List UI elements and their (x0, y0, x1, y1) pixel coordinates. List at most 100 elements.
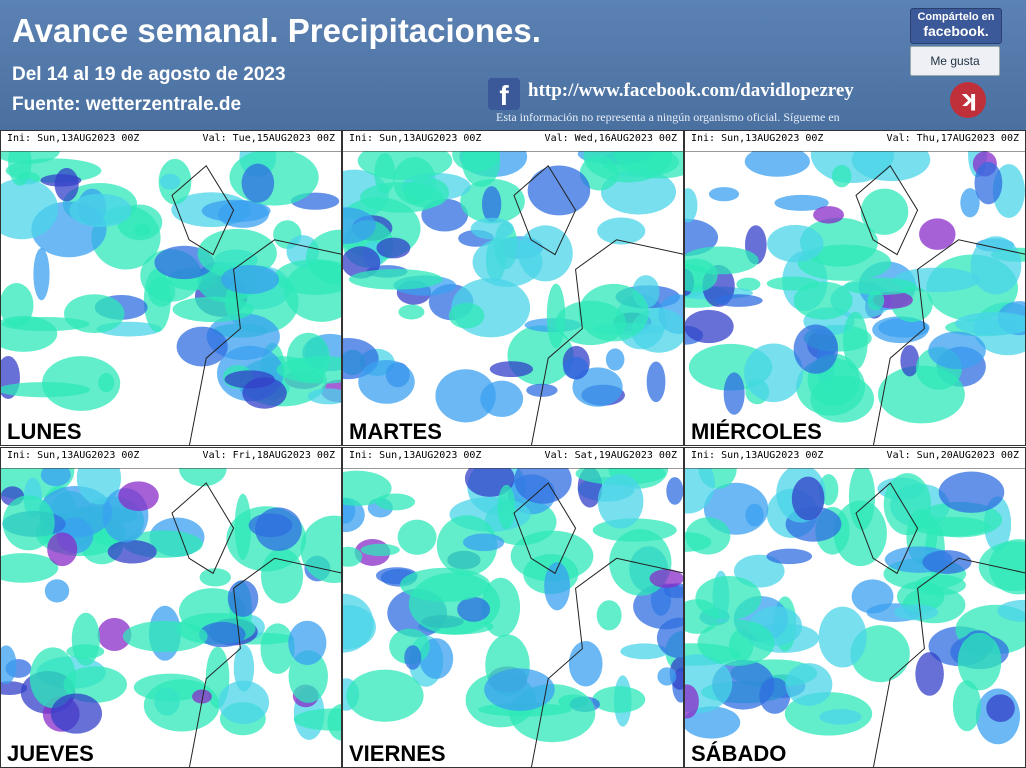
precip-area (922, 550, 972, 574)
precip-area (793, 281, 853, 320)
valid-time: Val: Sun,20AUG2023 00Z (886, 450, 1019, 461)
precip-area (176, 326, 228, 367)
panel: Ini: Sun,13AUG2023 00Z Val: Sun,20AUG2023… (684, 447, 1026, 768)
precip-area (736, 277, 761, 291)
title: Avance semanal. Precipitaciones. (12, 12, 541, 49)
precip-area (201, 199, 271, 223)
precip-area (481, 186, 502, 223)
precip-area (8, 151, 32, 186)
precip-area (397, 519, 437, 555)
share-label: Compártelo en (917, 11, 995, 23)
day-label: MARTES (349, 419, 442, 444)
precip-area (343, 605, 376, 650)
precip-area (233, 644, 255, 692)
coastline (171, 482, 235, 575)
precip-area (1, 382, 91, 398)
precip-area (33, 248, 50, 301)
precip-area (404, 645, 422, 670)
precip-area (744, 151, 810, 177)
precip-area (527, 165, 591, 216)
precip-area (484, 668, 555, 711)
precip-area (649, 569, 683, 588)
precip-area (343, 470, 392, 506)
precip-area (346, 669, 424, 722)
coastline (513, 165, 577, 256)
precip-area (766, 548, 813, 565)
precip-area (172, 296, 254, 323)
like-button[interactable]: Me gusta (910, 46, 1000, 76)
coastline (872, 239, 1025, 445)
precip-area (1, 178, 59, 240)
precip-area (118, 481, 159, 512)
precip-area (343, 546, 363, 567)
precip-area (50, 693, 103, 734)
precip-area (759, 677, 791, 714)
precip-area (986, 694, 1015, 723)
panel: Ini: Sun,13AUG2023 00Z Val: Thu,17AUG2023… (684, 130, 1026, 446)
precip-area (774, 194, 829, 211)
coastline (530, 557, 683, 767)
precip-area (69, 193, 132, 228)
precip-area (872, 316, 929, 344)
precip-area (810, 151, 895, 184)
precip-area (227, 580, 259, 617)
precip-area (29, 647, 76, 709)
precip-area (791, 476, 825, 521)
day-label: JUEVES (7, 741, 94, 766)
precip-area (957, 632, 1002, 691)
precip-area (276, 356, 341, 384)
map (1, 468, 341, 767)
map (685, 468, 1025, 767)
logo: ʞ (950, 82, 986, 118)
precip-area (398, 304, 425, 320)
share-button[interactable]: Compártelo en facebook. (910, 8, 1002, 44)
precip-area (1, 681, 28, 696)
source: Fuente: wetterzentrale.de (12, 94, 242, 115)
precip-area (568, 641, 603, 687)
precip-area (592, 686, 646, 713)
precip-area (241, 163, 275, 203)
valid-time: Val: Sat,19AUG2023 00Z (544, 450, 677, 461)
precip-area (860, 188, 909, 235)
precip-area (685, 517, 731, 555)
valid-time: Val: Thu,17AUG2023 00Z (886, 133, 1019, 144)
precip-area (597, 217, 646, 245)
valid-time: Val: Fri,18AUG2023 00Z (202, 450, 335, 461)
precip-area (435, 369, 496, 423)
precip-area (596, 600, 622, 631)
precip-area (348, 269, 443, 290)
precip-area (578, 283, 649, 342)
precip-area (915, 652, 944, 696)
precip-area (307, 388, 341, 405)
precip-area (44, 579, 70, 603)
precip-area (98, 373, 115, 393)
precip-area (685, 218, 719, 257)
precip-area (221, 264, 280, 295)
precip-area (143, 679, 220, 732)
url[interactable]: http://www.facebook.com/davidlopezrey (528, 80, 854, 101)
precip-area (274, 259, 341, 295)
precip-area (563, 356, 589, 380)
precip-area (767, 224, 824, 263)
precip-area (472, 237, 543, 287)
precip-area (71, 612, 100, 666)
coastline (513, 482, 577, 575)
precip-area (40, 468, 71, 487)
precip-area (343, 497, 365, 533)
disclaimer: Esta información no representa a ningún … (496, 110, 840, 124)
precip-area (723, 372, 745, 415)
precip-area (457, 596, 491, 622)
precip-area (697, 619, 775, 666)
precip-area (462, 533, 505, 552)
valid-time: Val: Wed,16AUG2023 00Z (544, 133, 677, 144)
precip-area (685, 309, 734, 344)
precip-area (288, 650, 328, 703)
precip-area (148, 276, 176, 307)
precip-area (833, 500, 887, 567)
precip-area (797, 244, 892, 281)
precip-area (913, 516, 991, 537)
precip-area (47, 532, 78, 567)
precip-area (819, 708, 862, 725)
precip-area (260, 548, 304, 604)
precip-area (614, 151, 683, 179)
